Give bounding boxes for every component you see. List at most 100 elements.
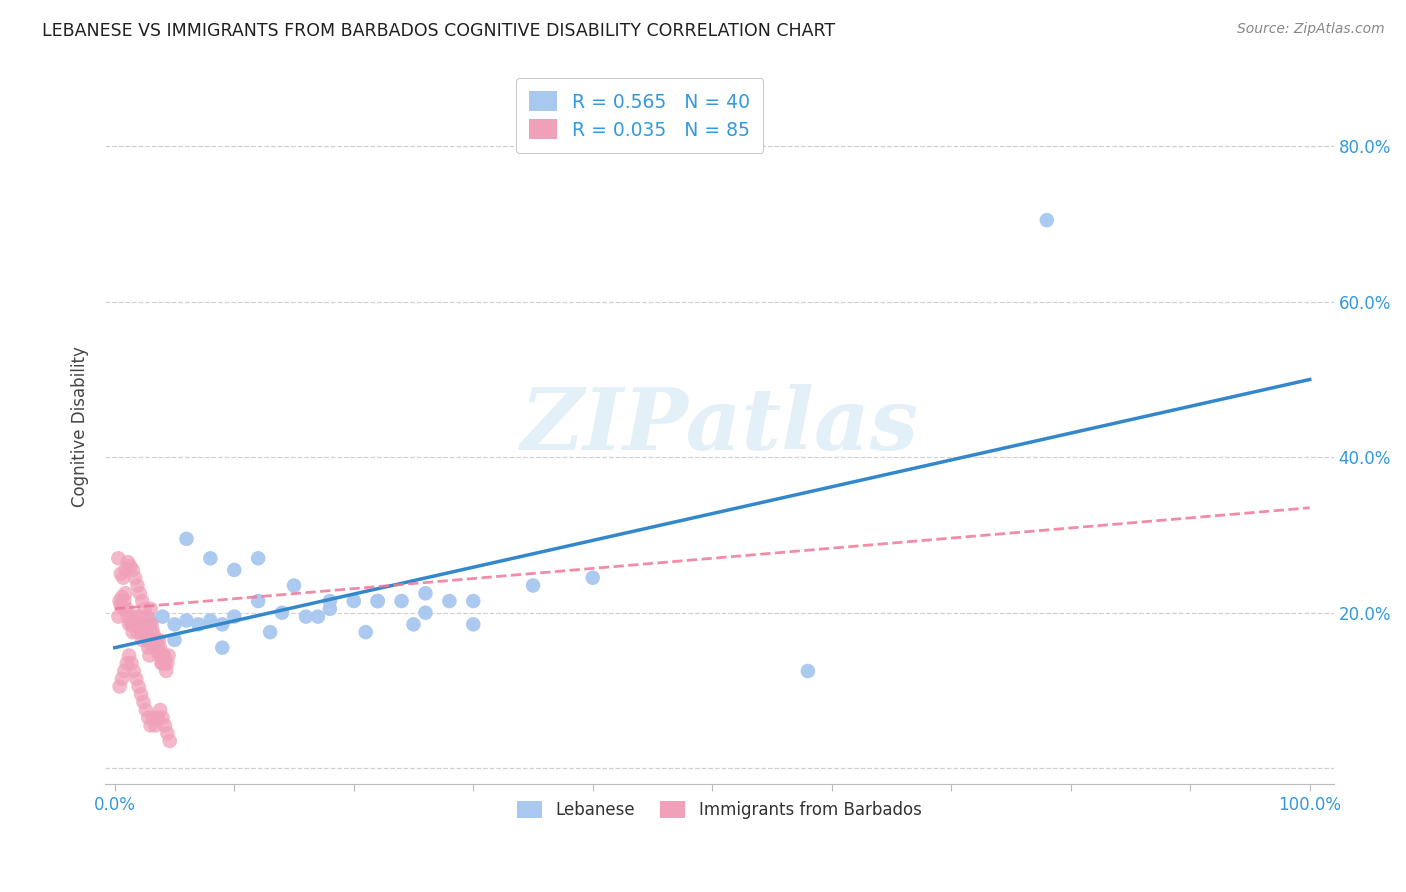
Point <box>136 632 159 647</box>
Text: LEBANESE VS IMMIGRANTS FROM BARBADOS COGNITIVE DISABILITY CORRELATION CHART: LEBANESE VS IMMIGRANTS FROM BARBADOS COG… <box>42 22 835 40</box>
Point <box>582 571 605 585</box>
Point <box>149 703 172 717</box>
Point <box>224 563 246 577</box>
Point <box>117 609 139 624</box>
Point <box>797 664 820 678</box>
Point <box>415 606 437 620</box>
Point <box>307 609 329 624</box>
Point <box>125 617 148 632</box>
Point <box>136 711 159 725</box>
Point <box>259 625 281 640</box>
Point <box>159 734 181 748</box>
Point <box>142 625 165 640</box>
Point <box>110 566 132 581</box>
Point <box>152 609 174 624</box>
Point <box>121 625 143 640</box>
Point <box>124 571 146 585</box>
Point <box>129 687 152 701</box>
Point <box>127 578 149 592</box>
Point <box>163 632 186 647</box>
Point <box>148 648 170 663</box>
Point <box>117 555 139 569</box>
Point <box>132 695 155 709</box>
Point <box>156 657 179 671</box>
Point <box>391 594 413 608</box>
Point <box>1036 213 1059 227</box>
Point <box>128 617 150 632</box>
Point <box>343 594 366 608</box>
Point <box>153 657 176 671</box>
Point <box>111 672 134 686</box>
Point <box>200 614 222 628</box>
Point <box>152 657 174 671</box>
Point <box>152 711 174 725</box>
Point <box>143 632 166 647</box>
Point <box>131 632 153 647</box>
Point <box>153 718 176 732</box>
Point <box>118 617 141 632</box>
Point <box>146 640 169 655</box>
Point <box>107 609 129 624</box>
Text: ZIPatlas: ZIPatlas <box>520 384 918 468</box>
Point <box>108 680 131 694</box>
Point <box>146 711 169 725</box>
Point <box>108 594 131 608</box>
Point <box>157 648 180 663</box>
Point <box>139 637 162 651</box>
Point <box>145 640 167 655</box>
Point <box>136 609 159 624</box>
Point <box>295 609 318 624</box>
Point <box>122 664 145 678</box>
Point <box>367 594 389 608</box>
Point <box>121 617 143 632</box>
Point <box>128 609 150 624</box>
Point <box>135 703 157 717</box>
Point <box>121 617 143 632</box>
Y-axis label: Cognitive Disability: Cognitive Disability <box>72 346 89 507</box>
Point <box>128 680 150 694</box>
Point <box>121 563 143 577</box>
Point <box>139 602 162 616</box>
Point <box>152 648 174 663</box>
Point <box>134 617 156 632</box>
Point <box>132 625 155 640</box>
Point <box>145 632 167 647</box>
Point <box>122 617 145 632</box>
Point <box>354 625 377 640</box>
Point <box>111 590 134 604</box>
Point <box>155 664 177 678</box>
Point <box>149 640 172 655</box>
Point <box>120 609 142 624</box>
Point <box>247 594 270 608</box>
Point <box>141 617 163 632</box>
Point <box>139 718 162 732</box>
Point <box>112 594 135 608</box>
Point <box>131 594 153 608</box>
Point <box>112 664 135 678</box>
Point <box>145 640 167 655</box>
Point <box>138 648 160 663</box>
Point <box>211 617 233 632</box>
Point <box>115 602 138 616</box>
Point <box>128 586 150 600</box>
Point <box>176 532 198 546</box>
Point <box>129 625 152 640</box>
Point <box>142 711 165 725</box>
Point <box>463 594 485 608</box>
Point <box>138 617 160 632</box>
Point <box>120 559 142 574</box>
Point <box>129 625 152 640</box>
Point <box>163 617 186 632</box>
Point <box>141 625 163 640</box>
Point <box>150 648 173 663</box>
Point <box>152 648 174 663</box>
Point <box>156 726 179 740</box>
Point <box>145 718 167 732</box>
Point <box>148 632 170 647</box>
Point <box>110 598 132 612</box>
Point <box>114 563 136 577</box>
Point <box>114 586 136 600</box>
Point <box>211 640 233 655</box>
Point <box>127 625 149 640</box>
Point <box>319 602 342 616</box>
